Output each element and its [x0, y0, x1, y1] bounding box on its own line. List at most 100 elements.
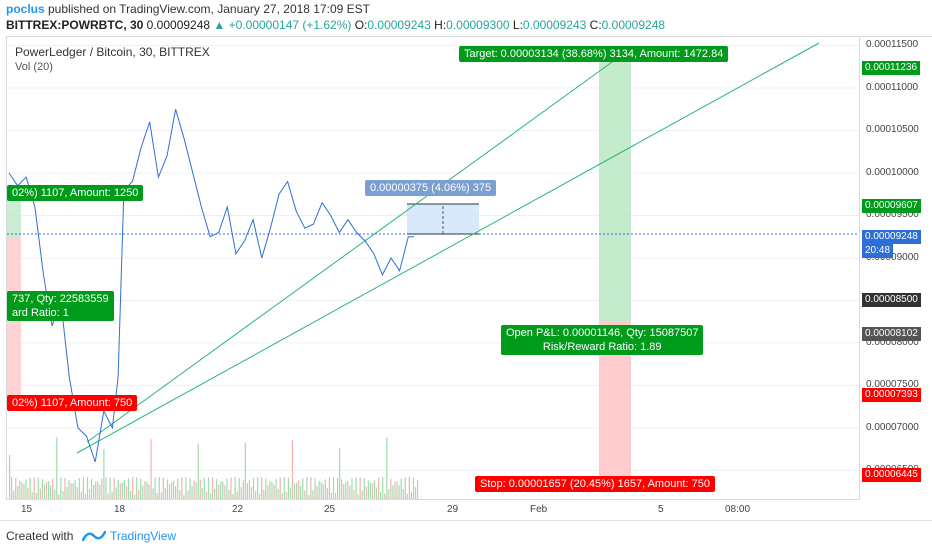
volume-bar: [316, 485, 318, 499]
volume-bar: [68, 480, 70, 499]
volume-bar: [269, 481, 271, 499]
y-tick-label: 0.00011000: [866, 81, 919, 93]
volume-bar: [25, 479, 27, 499]
volume-bar: [349, 485, 351, 499]
volume-bar: [185, 477, 187, 499]
volume-bar: [35, 493, 37, 499]
volume-bar: [101, 478, 103, 499]
volume-bar: [230, 477, 232, 499]
volume-bar: [250, 486, 253, 499]
volume-bar: [226, 478, 228, 499]
volume-bar: [283, 477, 285, 499]
close-label: C:: [586, 18, 602, 32]
volume-bar: [273, 484, 275, 499]
x-tick-label: 5: [658, 504, 664, 515]
price-change: ▲ +0.00000147 (+1.62%): [213, 18, 355, 32]
left-position-label-2[interactable]: 737, Qty: 22583559 ard Ratio: 1: [7, 291, 114, 321]
volume-bar: [50, 485, 52, 499]
volume-bar: [99, 484, 101, 499]
volume-bar: [134, 494, 136, 499]
time-axis[interactable]: 15 18 22 25 29 Feb 5 08:00: [6, 500, 860, 520]
volume-bar: [310, 477, 312, 499]
volume-bar: [367, 480, 369, 499]
volume-bar: [252, 477, 255, 499]
volume-bar: [168, 484, 171, 499]
open-value: 0.00009243: [367, 18, 431, 32]
volume-bar: [363, 478, 365, 499]
left-stop-label[interactable]: 02%) 1107, Amount: 750: [7, 395, 138, 411]
volume-bar: [378, 477, 380, 499]
volume-bar: [13, 490, 15, 499]
volume-bar: [308, 494, 310, 499]
volume-bar: [261, 477, 263, 499]
target-label[interactable]: Target: 0.00003134 (38.68%) 3134, Amount…: [459, 46, 729, 62]
volume-bar: [123, 480, 125, 499]
y-price-flag: 0.00006445: [862, 468, 921, 483]
volume-bars: [9, 437, 419, 499]
volume-bar: [183, 494, 185, 499]
volume-bar: [156, 492, 158, 499]
volume-bar: [238, 477, 240, 499]
volume-bar: [244, 443, 246, 499]
chart-header: poclus published on TradingView.com, Jan…: [0, 0, 932, 36]
price-series-line: [8, 109, 414, 463]
range-measure-label[interactable]: 0.00000375 (4.06%) 375: [365, 180, 497, 196]
volume-bar: [138, 489, 140, 499]
close-value: 0.00009248: [601, 18, 666, 32]
volume-bar: [304, 490, 306, 499]
volume-bar: [291, 439, 294, 499]
volume-bar: [37, 477, 39, 499]
publish-text: published on TradingView.com, January 27…: [44, 2, 370, 16]
volume-bar: [312, 490, 314, 499]
volume-bar: [64, 478, 66, 499]
volume-bar: [353, 489, 355, 499]
volume-bar: [281, 493, 283, 499]
tradingview-brand[interactable]: TradingView: [110, 529, 177, 543]
volume-bar: [255, 491, 257, 499]
volume-bar: [150, 439, 152, 499]
volume-bar: [107, 493, 109, 499]
volume-bar: [52, 478, 54, 499]
volume-bar: [267, 485, 269, 499]
volume-bar: [351, 478, 353, 499]
x-tick-label: Feb: [530, 504, 548, 515]
volume-bar: [277, 488, 279, 499]
volume-bar: [66, 486, 68, 499]
volume-bar: [412, 477, 415, 499]
price-axis[interactable]: 0.00011500 0.00011000 0.00010500 0.00010000…: [860, 36, 932, 500]
volume-bar: [93, 485, 95, 499]
volume-bar: [129, 490, 132, 499]
chart-pane[interactable]: PowerLedger / Bitcoin, 30, BITTREX Vol (…: [6, 36, 860, 500]
volume-bar: [179, 490, 181, 499]
volume-bar: [136, 477, 138, 499]
volume-bar: [375, 487, 378, 499]
volume-bar: [199, 479, 201, 499]
price-plot[interactable]: [7, 37, 859, 499]
volume-bar: [257, 477, 259, 499]
volume-bar: [195, 482, 197, 499]
y-tick-label: 0.00010000: [866, 166, 919, 178]
volume-bar: [113, 477, 115, 499]
author-link[interactable]: poclus: [6, 2, 45, 16]
volume-bar: [347, 480, 349, 499]
volume-bar: [203, 477, 205, 499]
stop-label[interactable]: Stop: 0.00001657 (20.45%) 1657, Amount: …: [475, 476, 715, 492]
volume-bar: [140, 478, 142, 499]
open-pl-line2: Risk/Reward Ratio: 1.89: [542, 341, 662, 353]
volume-bar: [119, 483, 121, 499]
volume-bar: [322, 484, 324, 499]
left-position-label-1[interactable]: 02%) 1107, Amount: 1250: [7, 185, 144, 201]
volume-bar: [72, 483, 74, 499]
volume-bar: [361, 490, 363, 499]
volume-bar: [45, 481, 48, 499]
volume-bar: [105, 477, 107, 499]
volume-bar: [293, 483, 296, 499]
volume-bar: [146, 482, 148, 499]
open-pl-label[interactable]: Open P&L: 0.00001146, Qty: 15087507 Risk/…: [501, 325, 704, 355]
volume-bar: [271, 481, 273, 499]
volume-bar: [205, 492, 207, 499]
volume-bar: [84, 493, 87, 499]
y-price-flag: 20:48: [862, 243, 894, 258]
x-tick-label: 29: [447, 504, 459, 515]
volume-bar: [410, 491, 412, 499]
